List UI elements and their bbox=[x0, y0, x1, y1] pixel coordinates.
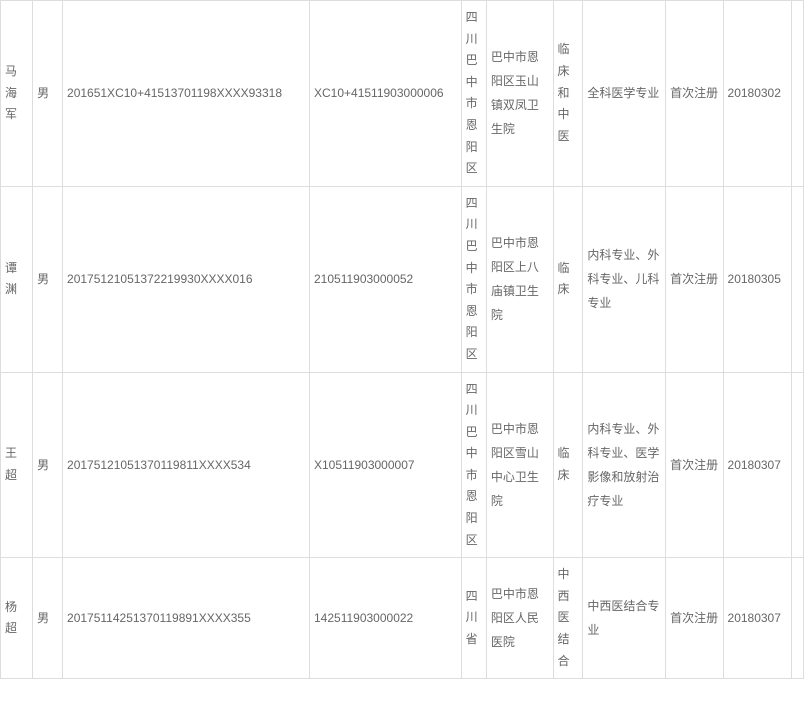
cell-spec: 全科医学专业 bbox=[583, 1, 666, 187]
cell-date: 20180305 bbox=[723, 186, 792, 372]
cell-code2: 210511903000052 bbox=[310, 186, 462, 372]
cell-spec: 内科专业、外科专业、医学影像和放射治疗专业 bbox=[583, 372, 666, 558]
cell-code1: 20175121051372219930XXXX016 bbox=[63, 186, 310, 372]
cell-code2: 142511903000022 bbox=[310, 558, 462, 679]
cell-name: 马海军 bbox=[1, 1, 33, 187]
data-table: 马海军男201651XC10+41513701198XXXX93318XC10+… bbox=[0, 0, 804, 679]
cell-region: 四川巴中市恩阳区 bbox=[461, 372, 486, 558]
cell-reg: 首次注册 bbox=[666, 186, 723, 372]
table-row: 马海军男201651XC10+41513701198XXXX93318XC10+… bbox=[1, 1, 804, 187]
cell-type: 临床和中医 bbox=[553, 1, 583, 187]
cell-name: 杨超 bbox=[1, 558, 33, 679]
cell-reg: 首次注册 bbox=[666, 1, 723, 187]
cell-reg: 首次注册 bbox=[666, 372, 723, 558]
cell-type: 临床 bbox=[553, 186, 583, 372]
cell-org: 巴中市恩阳区玉山镇双凤卫生院 bbox=[486, 1, 553, 187]
cell-code2: XC10+41511903000006 bbox=[310, 1, 462, 187]
cell-last bbox=[792, 1, 804, 187]
cell-type: 中西医结合 bbox=[553, 558, 583, 679]
table-row: 杨超男20175114251370119891XXXX3551425119030… bbox=[1, 558, 804, 679]
cell-gender: 男 bbox=[33, 186, 63, 372]
cell-last bbox=[792, 186, 804, 372]
table-row: 王超男20175121051370119811XXXX534X105119030… bbox=[1, 372, 804, 558]
cell-date: 20180302 bbox=[723, 1, 792, 187]
cell-region: 四川省 bbox=[461, 558, 486, 679]
cell-spec: 中西医结合专业 bbox=[583, 558, 666, 679]
cell-org: 巴中市恩阳区雪山中心卫生院 bbox=[486, 372, 553, 558]
cell-name: 谭渊 bbox=[1, 186, 33, 372]
cell-date: 20180307 bbox=[723, 558, 792, 679]
cell-org: 巴中市恩阳区人民医院 bbox=[486, 558, 553, 679]
cell-last bbox=[792, 372, 804, 558]
cell-date: 20180307 bbox=[723, 372, 792, 558]
cell-code1: 20175114251370119891XXXX355 bbox=[63, 558, 310, 679]
cell-gender: 男 bbox=[33, 372, 63, 558]
cell-type: 临床 bbox=[553, 372, 583, 558]
cell-gender: 男 bbox=[33, 558, 63, 679]
cell-spec: 内科专业、外科专业、儿科专业 bbox=[583, 186, 666, 372]
cell-gender: 男 bbox=[33, 1, 63, 187]
cell-code1: 201651XC10+41513701198XXXX93318 bbox=[63, 1, 310, 187]
cell-last bbox=[792, 558, 804, 679]
cell-reg: 首次注册 bbox=[666, 558, 723, 679]
cell-code1: 20175121051370119811XXXX534 bbox=[63, 372, 310, 558]
cell-org: 巴中市恩阳区上八庙镇卫生院 bbox=[486, 186, 553, 372]
cell-region: 四川巴中市恩阳区 bbox=[461, 186, 486, 372]
table-row: 谭渊男20175121051372219930XXXX0162105119030… bbox=[1, 186, 804, 372]
cell-code2: X10511903000007 bbox=[310, 372, 462, 558]
cell-region: 四川巴中市恩阳区 bbox=[461, 1, 486, 187]
cell-name: 王超 bbox=[1, 372, 33, 558]
